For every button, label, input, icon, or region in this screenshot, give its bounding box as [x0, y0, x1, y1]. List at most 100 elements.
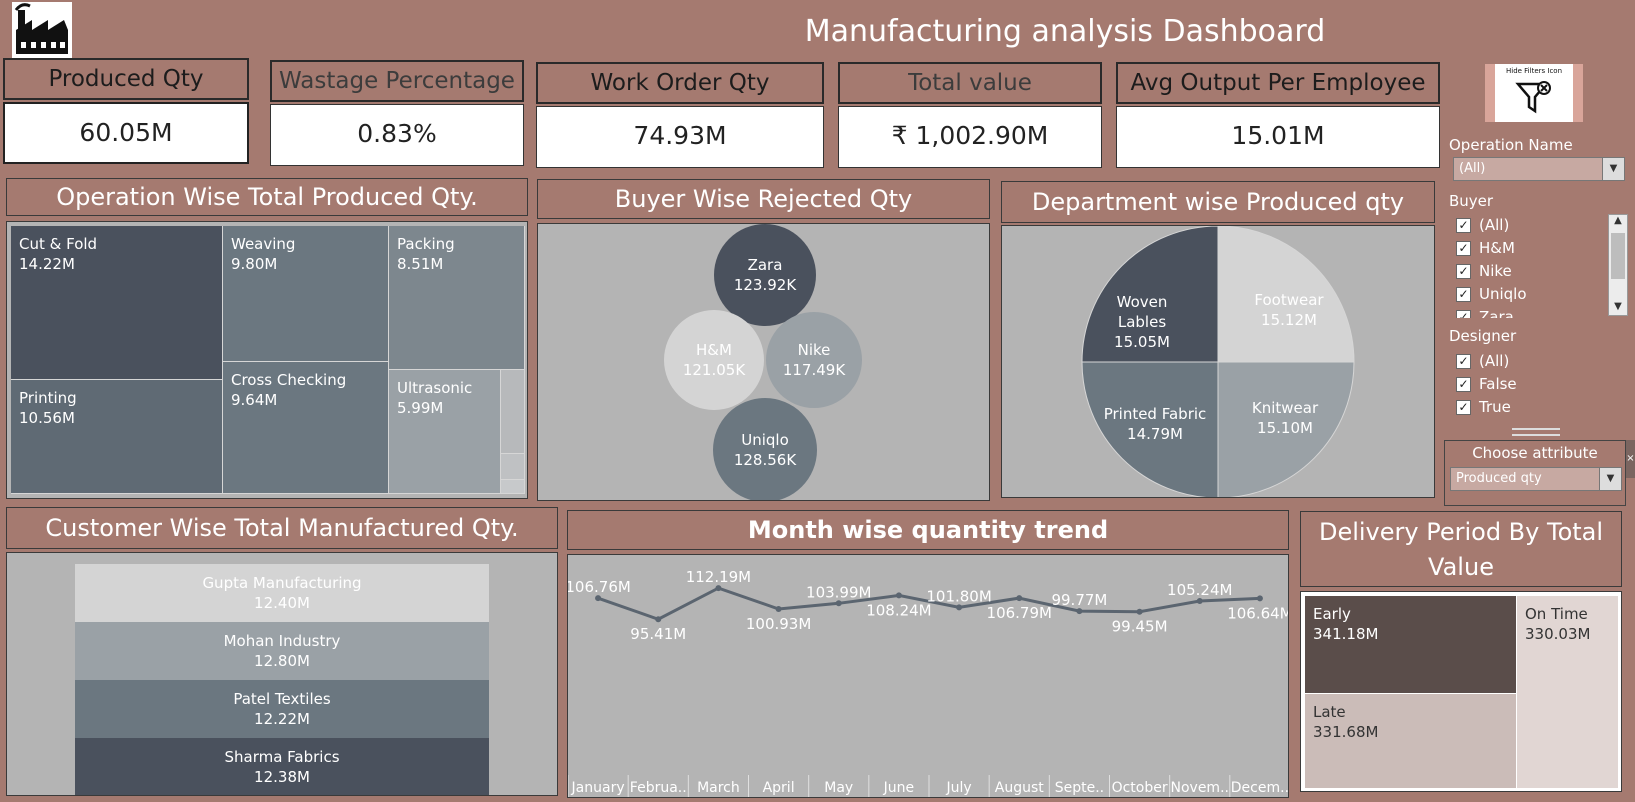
- operation-treemap: Cut & Fold 14.22M Weaving 9.80M Packing 8.5…: [6, 221, 528, 499]
- x-tick-label: January: [571, 780, 625, 796]
- checkbox-icon[interactable]: ✓: [1456, 354, 1471, 369]
- treemap-cell[interactable]: Packing 8.51M: [389, 226, 525, 370]
- pie-slice-knitwear[interactable]: [1217, 361, 1355, 498]
- trend-point[interactable]: [956, 604, 963, 611]
- x-tick-label: Septe..: [1055, 780, 1104, 796]
- checkbox-icon[interactable]: ✓: [1456, 287, 1471, 302]
- collapse-panel-button[interactable]: ×: [1626, 440, 1635, 478]
- trend-data-label: 105.24M: [1167, 581, 1232, 599]
- x-tick-label: October: [1112, 780, 1168, 796]
- buyer-option-hm[interactable]: ✓ H&M: [1456, 237, 1608, 260]
- trend-point[interactable]: [1256, 595, 1263, 602]
- kpi-produced-value: 60.05M: [3, 102, 249, 164]
- designer-option-true[interactable]: ✓ True: [1456, 396, 1608, 419]
- delivery-panel-title: Delivery Period By Total Value: [1300, 511, 1622, 587]
- designer-filter-label: Designer: [1449, 327, 1517, 345]
- page-title: Manufacturing analysis Dashboard: [804, 14, 1326, 49]
- treemap-cell[interactable]: Printing 10.56M: [11, 380, 223, 494]
- hide-filters-button[interactable]: Hide Filters Icon: [1485, 64, 1583, 122]
- treemap-cell[interactable]: [501, 370, 525, 454]
- designer-option-all[interactable]: ✓ (All): [1456, 350, 1608, 373]
- scrollbar-thumb[interactable]: [1611, 233, 1625, 279]
- x-tick-label: June: [883, 780, 915, 796]
- buyer-option-nike[interactable]: ✓ Nike: [1456, 260, 1608, 283]
- trend-point[interactable]: [835, 600, 842, 607]
- customer-panel-title: Customer Wise Total Manufactured Qty.: [6, 507, 558, 549]
- trend-line: [597, 586, 1260, 621]
- bubble-uniqlo[interactable]: Uniqlo 128.56K: [713, 398, 817, 500]
- hide-filters-label: Hide Filters Icon: [1505, 67, 1563, 75]
- buyer-filter-scrollbar[interactable]: ▲ ▼: [1608, 214, 1628, 316]
- kpi-produced-label: Produced Qty: [3, 58, 249, 100]
- treemap-cell[interactable]: [501, 454, 525, 480]
- checkbox-icon[interactable]: ✓: [1456, 400, 1471, 415]
- treemap-cell[interactable]: [501, 480, 525, 494]
- pie-slice-woven-lables[interactable]: [1081, 226, 1219, 363]
- trend-data-label: 108.24M: [866, 601, 931, 619]
- treemap-cell[interactable]: On Time 330.03M: [1517, 596, 1619, 789]
- customer-segment[interactable]: Gupta Manufacturing 12.40M: [75, 564, 489, 622]
- attribute-parameter-value: Produced qty: [1456, 471, 1542, 486]
- kpi-total-value-label: Total value: [838, 62, 1102, 104]
- treemap-cell[interactable]: Weaving 9.80M: [223, 226, 389, 362]
- department-pie-chart: Woven Lables 15.05M Footwear 15.12M Printe…: [1001, 225, 1435, 498]
- designer-filter-list: ✓ (All) ✓ False ✓ True: [1456, 350, 1608, 419]
- x-tick-label: Novem..: [1171, 780, 1229, 796]
- kpi-total-value-value: ₹ 1,002.90M: [838, 106, 1102, 168]
- checkbox-icon[interactable]: ✓: [1456, 377, 1471, 392]
- trend-point[interactable]: [1136, 608, 1143, 615]
- trend-point[interactable]: [1076, 608, 1083, 615]
- treemap-cell[interactable]: Ultrasonic 5.99M: [389, 370, 501, 494]
- x-tick-label: Februa..: [630, 780, 687, 796]
- scroll-down-icon[interactable]: ▼: [1614, 301, 1622, 312]
- designer-option-false[interactable]: ✓ False: [1456, 373, 1608, 396]
- operation-filter-value: (All): [1459, 161, 1486, 176]
- kpi-wastage-value: 0.83%: [270, 104, 524, 166]
- chevron-down-icon[interactable]: ▼: [1599, 468, 1621, 490]
- buyer-option-zara[interactable]: ✓ Zara: [1456, 306, 1608, 318]
- bubble-hm[interactable]: H&M 121.05K: [664, 310, 764, 410]
- trend-svg: 106.76M January 95.41M Februa.. 112.19M March…: [568, 568, 1288, 797]
- operation-filter-dropdown[interactable]: (All) ▼: [1453, 157, 1625, 181]
- department-panel-title: Department wise Produced qty: [1001, 181, 1435, 223]
- checkbox-icon[interactable]: ✓: [1456, 310, 1471, 318]
- customer-segment[interactable]: Patel Textiles 12.22M: [75, 680, 489, 738]
- customer-segment[interactable]: Sharma Fabrics 12.38M: [75, 738, 489, 795]
- treemap-cell[interactable]: Early 341.18M: [1305, 596, 1517, 694]
- checkbox-icon[interactable]: ✓: [1456, 218, 1471, 233]
- x-tick-label: May: [824, 780, 853, 796]
- checkbox-icon[interactable]: ✓: [1456, 264, 1471, 279]
- pie-label-footwear: Footwear 15.12M: [1254, 291, 1324, 329]
- treemap-cell[interactable]: Cut & Fold 14.22M: [11, 226, 223, 380]
- pie-slice-footwear[interactable]: [1217, 226, 1355, 363]
- trend-point[interactable]: [1196, 597, 1203, 604]
- bubble-zara[interactable]: Zara 123.92K: [714, 224, 816, 326]
- kpi-work-order-value: 74.93M: [536, 106, 824, 168]
- trend-line-chart: 106.76M January 95.41M Februa.. 112.19M March…: [567, 554, 1289, 798]
- trend-point[interactable]: [775, 605, 782, 612]
- drag-handle[interactable]: [1512, 428, 1560, 436]
- customer-segment[interactable]: Mohan Industry 12.80M: [75, 622, 489, 680]
- attribute-parameter-dropdown[interactable]: Produced qty ▼: [1450, 467, 1622, 491]
- chevron-down-icon[interactable]: ▼: [1602, 158, 1624, 180]
- bubble-nike[interactable]: Nike 117.49K: [766, 312, 862, 408]
- trend-data-label: 103.99M: [806, 583, 871, 601]
- trend-point[interactable]: [1016, 595, 1023, 602]
- trend-data-label: 99.77M: [1051, 591, 1107, 609]
- scroll-up-icon[interactable]: ▲: [1614, 215, 1622, 226]
- pie-slice-printed-fabric[interactable]: [1081, 361, 1219, 498]
- kpi-wastage-label: Wastage Percentage: [270, 60, 524, 102]
- treemap-cell[interactable]: Late 331.68M: [1305, 694, 1517, 789]
- trend-point[interactable]: [895, 592, 902, 599]
- pie-svg: [1081, 226, 1355, 498]
- trend-point[interactable]: [655, 616, 662, 623]
- buyer-option-all[interactable]: ✓ (All): [1456, 214, 1608, 237]
- checkbox-icon[interactable]: ✓: [1456, 241, 1471, 256]
- buyer-option-uniqlo[interactable]: ✓ Uniqlo: [1456, 283, 1608, 306]
- treemap-cell[interactable]: Cross Checking 9.64M: [223, 362, 389, 494]
- customer-bar-chart: Gupta Manufacturing 12.40M Mohan Industry…: [6, 552, 558, 796]
- buyer-bubble-chart: Zara 123.92K H&M 121.05K Nike 117.49K Uniql…: [537, 223, 990, 501]
- trend-point[interactable]: [595, 595, 602, 602]
- trend-point[interactable]: [715, 585, 722, 592]
- pie-label-woven-lables: Woven Lables 15.05M: [1114, 293, 1170, 351]
